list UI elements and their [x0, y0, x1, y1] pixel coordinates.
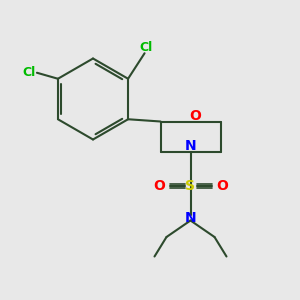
Text: O: O [189, 109, 201, 123]
Text: N: N [185, 139, 196, 153]
Text: O: O [153, 179, 165, 193]
Text: S: S [185, 179, 196, 193]
Text: Cl: Cl [23, 66, 36, 79]
Text: O: O [216, 179, 228, 193]
Text: Cl: Cl [140, 41, 153, 54]
Text: N: N [185, 211, 196, 224]
